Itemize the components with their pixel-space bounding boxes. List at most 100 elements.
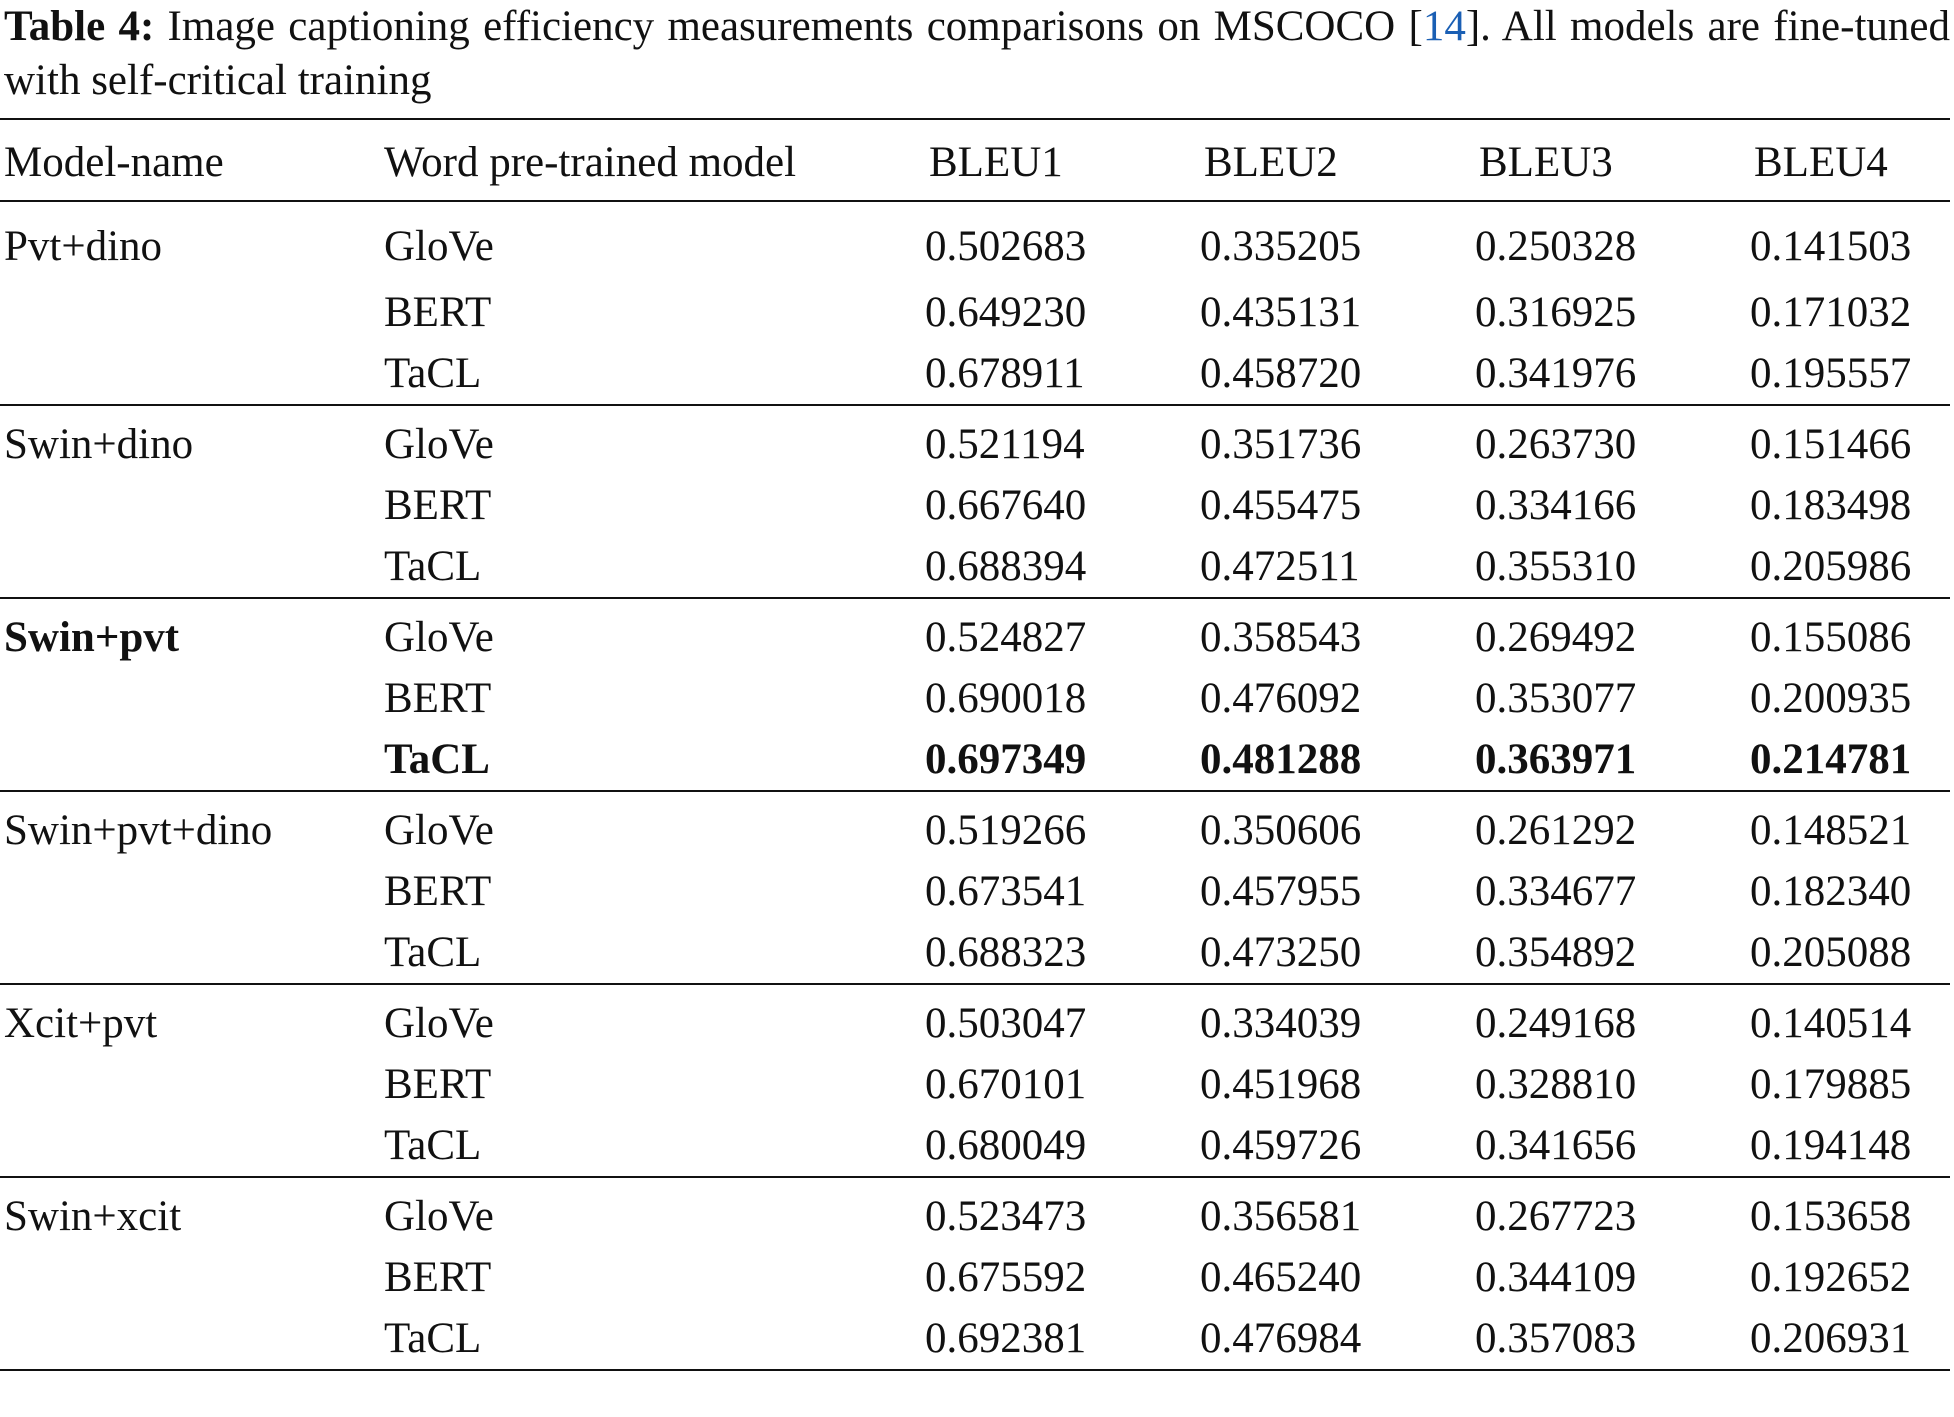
results-table: Model-name Word pre-trained model BLEU1 … xyxy=(0,118,1950,1371)
bleu4-cell: 0.183498 xyxy=(1750,482,1912,529)
model-name-cell xyxy=(0,861,380,922)
bleu1-cell: 0.523473 xyxy=(925,1193,1087,1240)
table-row: BERT 0.670101 0.451968 0.328810 0.179885 xyxy=(0,1054,1950,1115)
bleu2-cell: 0.465240 xyxy=(1200,1254,1362,1301)
bleu3-cell: 0.341656 xyxy=(1475,1115,1750,1178)
table-row: TaCL 0.688323 0.473250 0.354892 0.205088 xyxy=(0,922,1950,985)
model-name-cell xyxy=(0,536,380,599)
bleu2-cell: 0.476984 xyxy=(1200,1308,1475,1371)
model-name-cell xyxy=(0,1247,380,1308)
bleu1-cell: 0.680049 xyxy=(925,1115,1200,1178)
table-row: Swin+pvt GloVe 0.524827 0.358543 0.269492 0.1… xyxy=(0,598,1950,668)
bleu4-cell: 0.148521 xyxy=(1750,807,1912,854)
bleu2-cell: 0.481288 xyxy=(1200,729,1475,792)
bleu2-cell: 0.459726 xyxy=(1200,1115,1475,1178)
word-model-cell: TaCL xyxy=(380,1115,925,1178)
bleu4-cell: 0.155086 xyxy=(1750,614,1912,661)
header-word-model: Word pre-trained model xyxy=(380,118,925,202)
bleu3-cell: 0.263730 xyxy=(1475,421,1637,468)
model-name-cell xyxy=(0,475,380,536)
bleu4-cell: 0.153658 xyxy=(1750,1193,1912,1240)
word-model-cell: GloVe xyxy=(384,222,494,270)
word-model-cell: BERT xyxy=(384,289,492,336)
bleu1-cell: 0.675592 xyxy=(925,1254,1087,1301)
bleu3-cell: 0.363971 xyxy=(1475,729,1750,792)
table-row: TaCL 0.692381 0.476984 0.357083 0.206931 xyxy=(0,1308,1950,1371)
model-name-cell xyxy=(0,282,380,343)
bleu2-cell: 0.473250 xyxy=(1200,922,1475,985)
bleu1-cell: 0.697349 xyxy=(925,729,1200,792)
table-body: Pvt+dino GloVe 0.502683 0.335205 0.250328 0.1… xyxy=(0,201,1950,1371)
bleu3-cell: 0.261292 xyxy=(1475,807,1637,854)
bleu2-cell: 0.455475 xyxy=(1200,482,1362,529)
model-name-cell: Swin+pvt xyxy=(4,614,180,661)
word-model-cell: BERT xyxy=(384,1061,492,1108)
word-model-cell: BERT xyxy=(384,482,492,529)
bleu1-cell: 0.690018 xyxy=(925,675,1087,722)
model-name-cell xyxy=(0,729,380,792)
bleu1-cell: 0.667640 xyxy=(925,482,1087,529)
citation-link[interactable]: 14 xyxy=(1422,3,1466,50)
bleu4-cell: 0.171032 xyxy=(1750,289,1912,336)
caption-text-after: ]. All models are fine-tuned with self-c… xyxy=(4,3,1950,104)
bleu1-cell: 0.692381 xyxy=(925,1308,1200,1371)
bleu1-cell: 0.688323 xyxy=(925,922,1200,985)
caption-label: Table 4: xyxy=(4,3,155,50)
header-bleu1: BLEU1 xyxy=(925,118,1200,202)
model-name-cell xyxy=(0,1308,380,1371)
table-row: Swin+xcit GloVe 0.523473 0.356581 0.267723 0.… xyxy=(0,1177,1950,1247)
word-model-cell: GloVe xyxy=(384,1193,494,1240)
bleu3-cell: 0.249168 xyxy=(1475,1000,1637,1047)
model-name-cell: Xcit+pvt xyxy=(4,1000,158,1047)
bleu2-cell: 0.356581 xyxy=(1200,1193,1362,1240)
bleu3-cell: 0.355310 xyxy=(1475,536,1750,599)
bleu1-cell: 0.502683 xyxy=(925,222,1087,270)
table-row: BERT 0.649230 0.435131 0.316925 0.171032 xyxy=(0,282,1950,343)
bleu3-cell: 0.267723 xyxy=(1475,1193,1637,1240)
bleu3-cell: 0.250328 xyxy=(1475,222,1637,270)
bleu4-cell: 0.206931 xyxy=(1750,1308,1950,1371)
word-model-cell: GloVe xyxy=(384,807,494,854)
table-row: BERT 0.675592 0.465240 0.344109 0.192652 xyxy=(0,1247,1950,1308)
bleu1-cell: 0.503047 xyxy=(925,1000,1087,1047)
model-name-cell xyxy=(0,922,380,985)
word-model-cell: GloVe xyxy=(384,1000,494,1047)
table-row: Pvt+dino GloVe 0.502683 0.335205 0.250328 0.1… xyxy=(0,201,1950,282)
table-row: Swin+pvt+dino GloVe 0.519266 0.350606 0.2612… xyxy=(0,791,1950,861)
bleu4-cell: 0.140514 xyxy=(1750,1000,1912,1047)
bleu2-cell: 0.351736 xyxy=(1200,421,1362,468)
word-model-cell: BERT xyxy=(384,1254,492,1301)
bleu4-cell: 0.179885 xyxy=(1750,1061,1912,1108)
bleu4-cell: 0.194148 xyxy=(1750,1115,1950,1178)
bleu2-cell: 0.435131 xyxy=(1200,289,1362,336)
model-name-cell: Pvt+dino xyxy=(4,222,163,270)
header-model-name: Model-name xyxy=(0,118,380,202)
bleu3-cell: 0.334166 xyxy=(1475,482,1637,529)
table-row: TaCL 0.678911 0.458720 0.341976 0.195557 xyxy=(0,343,1950,406)
bleu1-cell: 0.524827 xyxy=(925,614,1087,661)
bleu1-cell: 0.673541 xyxy=(925,868,1087,915)
word-model-cell: TaCL xyxy=(380,536,925,599)
table-row: TaCL 0.697349 0.481288 0.363971 0.214781 xyxy=(0,729,1950,792)
model-name-cell xyxy=(0,1054,380,1115)
word-model-cell: TaCL xyxy=(380,343,925,406)
bleu2-cell: 0.457955 xyxy=(1200,868,1362,915)
bleu4-cell: 0.182340 xyxy=(1750,868,1912,915)
bleu2-cell: 0.458720 xyxy=(1200,343,1475,406)
results-table-container: Model-name Word pre-trained model BLEU1 … xyxy=(0,118,1950,1371)
bleu4-cell: 0.214781 xyxy=(1750,729,1950,792)
header-bleu3: BLEU3 xyxy=(1475,118,1750,202)
bleu1-cell: 0.670101 xyxy=(925,1061,1087,1108)
bleu3-cell: 0.341976 xyxy=(1475,343,1750,406)
model-name-cell xyxy=(0,343,380,406)
bleu2-cell: 0.350606 xyxy=(1200,807,1362,854)
bleu1-cell: 0.519266 xyxy=(925,807,1087,854)
bleu3-cell: 0.316925 xyxy=(1475,289,1637,336)
bleu4-cell: 0.205088 xyxy=(1750,922,1950,985)
word-model-cell: BERT xyxy=(384,675,492,722)
model-name-cell xyxy=(0,1115,380,1178)
table-row: BERT 0.690018 0.476092 0.353077 0.200935 xyxy=(0,668,1950,729)
model-name-cell xyxy=(0,668,380,729)
table-header-row: Model-name Word pre-trained model BLEU1 … xyxy=(0,118,1950,202)
table-row: Swin+dino GloVe 0.521194 0.351736 0.263730 0.… xyxy=(0,405,1950,475)
